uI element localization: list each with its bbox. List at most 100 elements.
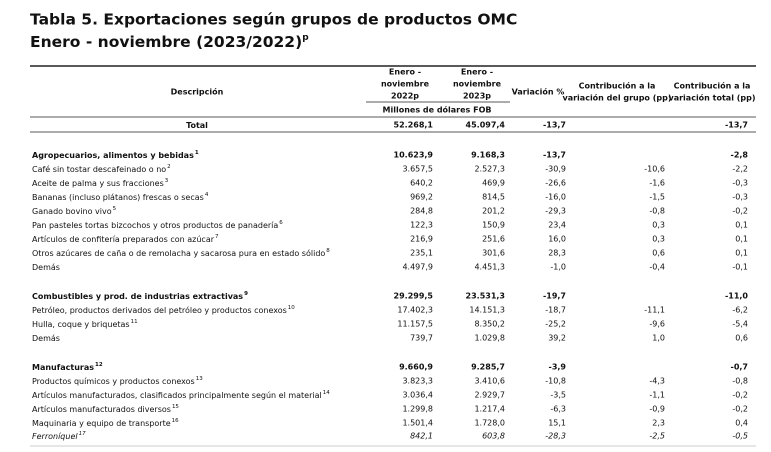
group-row-cell: 9.168,3 — [471, 151, 505, 160]
item-row-cell: 284,8 — [410, 207, 433, 216]
item-row-cell: 201,2 — [482, 207, 505, 216]
item-row-cell: -4,3 — [649, 377, 665, 386]
item-row-cell: -1,5 — [649, 193, 665, 202]
detail-row-cell: 842,1 — [410, 432, 433, 441]
item-row-cell: -0,2 — [732, 391, 748, 400]
item-row-cell: 3.036,4 — [402, 391, 433, 400]
item-row-label: Artículos manufacturados, clasificados p… — [32, 390, 330, 400]
row-label: Ganado bovino vivo — [32, 207, 112, 216]
total-row-cell: -13,7 — [725, 121, 748, 130]
item-row-cell: 150,9 — [482, 221, 505, 230]
footnote-ref: 9 — [244, 291, 248, 297]
unit-label: Millones de dólares FOB — [383, 105, 492, 115]
footnote-ref: 17 — [79, 431, 86, 437]
row-label: Petróleo, productos derivados del petról… — [32, 305, 287, 315]
row-label: Ferroníquel — [32, 432, 78, 441]
column-header: noviembre — [453, 80, 502, 89]
item-row-label: Café sin tostar descafeinado o no2 — [32, 164, 171, 174]
column-header: Variación % — [512, 87, 565, 97]
item-row-cell: -26,6 — [545, 179, 566, 188]
item-row-cell: -1,1 — [649, 391, 665, 400]
row-label: Bananas (incluso plátanos) frescas o sec… — [32, 193, 204, 202]
group-row-cell: -0,7 — [731, 363, 749, 372]
item-row-cell: 39,2 — [548, 334, 566, 343]
row-label: Otros azúcares de caña o de remolacha y … — [32, 248, 325, 258]
footnote-ref: 1 — [195, 150, 199, 156]
item-row-cell: 216,9 — [410, 235, 433, 244]
item-row-cell: 0,6 — [652, 249, 665, 258]
row-label: Artículos manufacturados, clasificados p… — [32, 391, 322, 400]
item-row-cell: -25,2 — [545, 320, 566, 329]
item-row-cell: -0,3 — [732, 179, 748, 188]
group-row-cell: 29.299,5 — [394, 292, 434, 301]
column-header: variación del grupo (pp) — [563, 93, 672, 103]
total-row-label: Total — [186, 121, 208, 130]
detail-row-cell: -0,5 — [732, 432, 748, 441]
item-row-cell: 2.527,3 — [474, 165, 505, 174]
item-row-cell: -9,6 — [649, 320, 665, 329]
total-row-cell: 52.268,1 — [394, 121, 434, 130]
row-label: Artículos manufacturados diversos — [32, 405, 171, 414]
item-row-cell: 1.029,8 — [474, 334, 505, 343]
detail-row-cell: -2,5 — [649, 432, 665, 441]
item-row-cell: -1,6 — [649, 179, 665, 188]
item-row-cell: 0,6 — [735, 334, 748, 343]
item-row-cell: 4.451,3 — [474, 263, 505, 272]
group-row-label: Manufacturas12 — [32, 362, 103, 372]
item-row-label: Petróleo, productos derivados del petról… — [32, 305, 295, 315]
row-label: Total — [186, 121, 208, 130]
item-row-cell: 8.350,2 — [474, 320, 505, 329]
item-row-cell: 2,3 — [652, 419, 665, 428]
group-row-cell: -11,0 — [725, 292, 748, 301]
item-row-cell: 16,0 — [548, 235, 566, 244]
item-row-cell: 0,1 — [735, 235, 748, 244]
group-row-cell: 23.531,3 — [466, 292, 505, 301]
item-row-cell: 3.657,5 — [402, 165, 433, 174]
footnote-ref: 13 — [196, 376, 203, 382]
row-label: Manufacturas — [32, 363, 94, 372]
item-row-cell: 0,4 — [735, 419, 748, 428]
footnote-ref: 8 — [326, 248, 330, 254]
item-row-cell: -0,8 — [649, 207, 665, 216]
item-row-cell: 0,3 — [652, 235, 665, 244]
item-row-cell: -0,4 — [649, 263, 665, 272]
detail-row-label: Ferroníquel17 — [32, 431, 86, 441]
item-row-cell: 3.823,3 — [402, 377, 433, 386]
item-row-cell: 0,1 — [735, 249, 748, 258]
total-row-cell: 45.097,4 — [466, 121, 506, 130]
footnote-ref: 10 — [288, 305, 295, 311]
item-row-cell: 1.501,4 — [402, 419, 433, 428]
item-row-cell: 17.402,3 — [397, 306, 433, 315]
column-header: Contribución a la — [579, 81, 656, 91]
item-row-label: Otros azúcares de caña o de remolacha y … — [32, 248, 330, 258]
item-row-cell: -29,3 — [545, 207, 566, 216]
footnote-ref: 7 — [215, 234, 219, 240]
item-row-cell: -0,2 — [732, 405, 748, 414]
subtitle: Enero - noviembre (2023/2022)p — [30, 33, 309, 51]
row-label: Productos químicos y productos conexos — [32, 377, 195, 386]
row-label: Combustibles y prod. de industrias extra… — [32, 292, 243, 301]
column-header: noviembre — [381, 80, 430, 89]
item-row-cell: 3.410,6 — [474, 377, 505, 386]
footnote-ref: 4 — [205, 192, 209, 198]
item-row-label: Aceite de palma y sus fracciones3 — [32, 178, 169, 188]
item-row-label: Ganado bovino vivo5 — [32, 206, 117, 216]
footnote-ref: 2 — [167, 164, 171, 170]
group-row-label: Agropecuarios, alimentos y bebidas1 — [32, 150, 199, 160]
item-row-cell: -6,3 — [550, 405, 566, 414]
footnote-ref: 14 — [323, 390, 330, 396]
group-row-cell: 10.623,9 — [394, 151, 434, 160]
column-header: Descripción — [171, 87, 224, 97]
item-row-cell: 1.217,4 — [474, 405, 505, 414]
item-row-cell: -6,2 — [732, 306, 748, 315]
group-row-cell: -13,7 — [543, 151, 566, 160]
footnote-ref: 11 — [131, 319, 138, 325]
row-label: Agropecuarios, alimentos y bebidas — [32, 151, 194, 160]
item-row-cell: 1,0 — [652, 334, 665, 343]
group-row-cell: -19,7 — [543, 292, 566, 301]
item-row-cell: -0,9 — [649, 405, 665, 414]
item-row-cell: 122,3 — [410, 221, 433, 230]
item-row-label: Bananas (incluso plátanos) frescas o sec… — [32, 192, 209, 202]
detail-row-cell: 603,8 — [482, 432, 505, 441]
row-label: Aceite de palma y sus fracciones — [32, 179, 164, 188]
